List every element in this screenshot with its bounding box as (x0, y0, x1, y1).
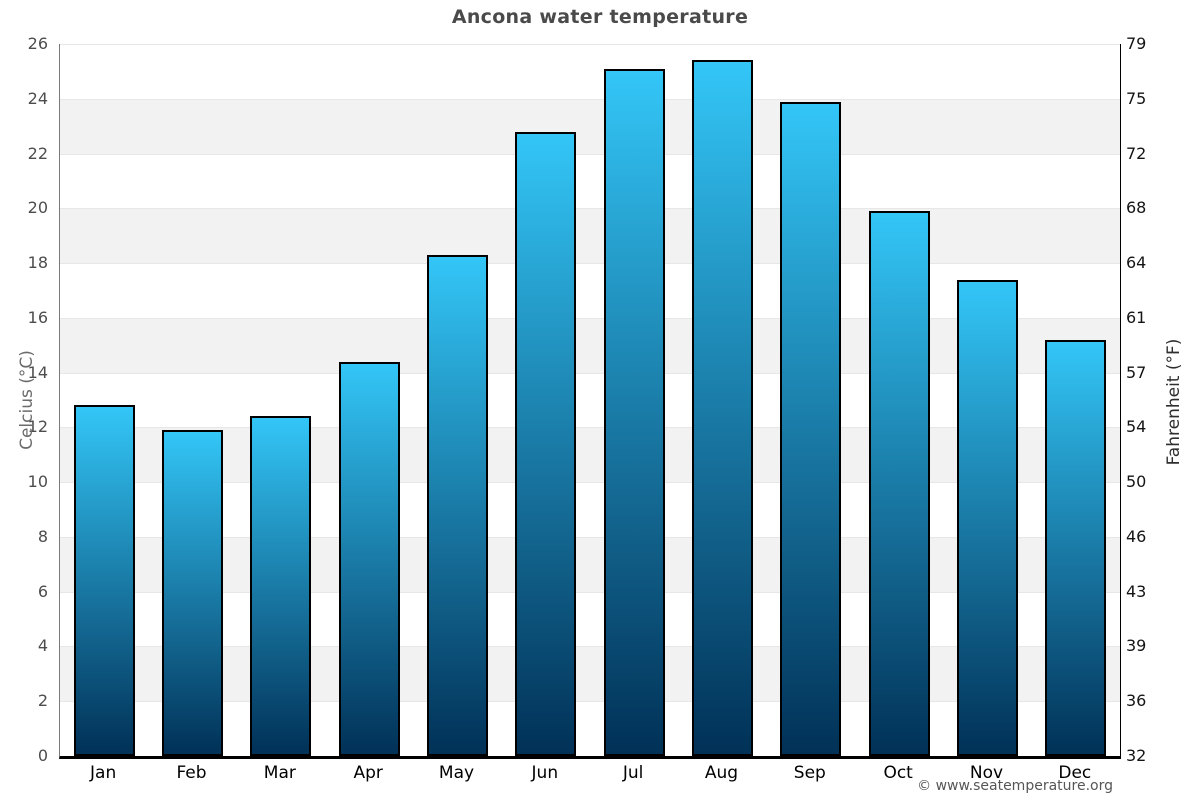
fahrenheit-tick-36: 36 (1126, 691, 1147, 711)
fahrenheit-tick-43: 43 (1126, 581, 1147, 601)
month-label-mar: Mar (263, 763, 296, 783)
fahrenheit-tick-68: 68 (1126, 198, 1147, 218)
celsius-tick-22: 22 (27, 143, 48, 163)
plot-band (60, 701, 1120, 756)
fahrenheit-tick-79: 79 (1126, 34, 1147, 53)
fahrenheit-tick-64: 64 (1126, 253, 1147, 273)
month-label-sep: Sep (793, 763, 826, 783)
celsius-tick-24: 24 (27, 88, 48, 108)
fahrenheit-tick-46: 46 (1126, 526, 1147, 546)
bar-jul (603, 68, 665, 756)
bar-feb (162, 430, 223, 756)
bar-may (427, 254, 488, 756)
fahrenheit-tick-50: 50 (1126, 472, 1147, 492)
month-label-jan: Jan (90, 763, 117, 783)
month-label-nov: Nov (969, 763, 1004, 783)
fahrenheit-tick-54: 54 (1126, 417, 1147, 437)
bar-aug (692, 60, 753, 756)
celsius-tick-16: 16 (27, 307, 48, 327)
fahrenheit-tick-39: 39 (1126, 636, 1147, 656)
gridline (60, 153, 1120, 155)
chart-title: Ancona water temperature (451, 6, 749, 28)
fahrenheit-tick-75: 75 (1126, 88, 1147, 108)
gridline (60, 591, 1120, 593)
month-label-apr: Apr (353, 763, 383, 783)
celsius-tick-12: 12 (27, 417, 48, 437)
plot-band (60, 98, 1120, 154)
celsius-tick-0: 0 (37, 746, 48, 765)
month-label-may: May (438, 763, 475, 783)
month-label-jul: Jul (622, 763, 644, 783)
gridline (60, 317, 1120, 319)
gridline (60, 536, 1120, 538)
plot-band (60, 427, 1120, 483)
celsius-tick-10: 10 (27, 472, 48, 492)
plot-band (60, 646, 1120, 702)
celsius-tick-18: 18 (27, 253, 48, 273)
copyright-text: © www.seatemperature.org (917, 778, 1113, 794)
celsius-tick-4: 4 (37, 636, 48, 656)
bar-jan (73, 405, 135, 756)
celsius-tick-14: 14 (27, 362, 48, 382)
celsius-tick-8: 8 (37, 526, 48, 546)
gridline (60, 263, 1120, 265)
plot-band (60, 153, 1120, 209)
bar-oct (868, 211, 930, 756)
gridline (60, 372, 1120, 374)
bar-nov (957, 279, 1018, 756)
plot-band (60, 263, 1120, 318)
gridline (60, 44, 1120, 45)
celsius-tick-6: 6 (37, 581, 48, 601)
bar-mar (250, 416, 312, 756)
celsius-axis-label: Celcius (°C) (17, 350, 37, 450)
gridline (60, 427, 1120, 429)
plot-area (59, 44, 1121, 759)
plot-band (60, 482, 1120, 537)
fahrenheit-tick-57: 57 (1126, 362, 1147, 382)
fahrenheit-axis-label: Fahrenheit (°F) (1164, 338, 1184, 466)
month-label-dec: Dec (1058, 763, 1092, 783)
month-label-jun: Jun (531, 763, 559, 783)
fahrenheit-tick-61: 61 (1126, 307, 1147, 327)
celsius-tick-20: 20 (27, 198, 48, 218)
gridline (60, 701, 1120, 703)
month-label-aug: Aug (704, 763, 739, 783)
plot-band (60, 317, 1120, 373)
plot-band (60, 372, 1120, 428)
celsius-tick-26: 26 (27, 34, 48, 53)
plot-band (60, 208, 1120, 264)
gridline (60, 482, 1120, 484)
bar-dec (1045, 339, 1107, 756)
celsius-tick-2: 2 (37, 691, 48, 711)
bar-apr (338, 361, 400, 756)
month-label-oct: Oct (883, 763, 913, 783)
gridline (60, 208, 1120, 210)
month-label-feb: Feb (176, 763, 207, 783)
gridline (60, 646, 1120, 648)
bar-jun (515, 131, 577, 756)
fahrenheit-tick-32: 32 (1126, 746, 1147, 765)
bar-sep (780, 101, 842, 756)
plot-band (60, 536, 1120, 592)
gridline (60, 98, 1120, 100)
plot-band (60, 44, 1120, 99)
plot-band (60, 591, 1120, 647)
fahrenheit-tick-72: 72 (1126, 143, 1147, 163)
